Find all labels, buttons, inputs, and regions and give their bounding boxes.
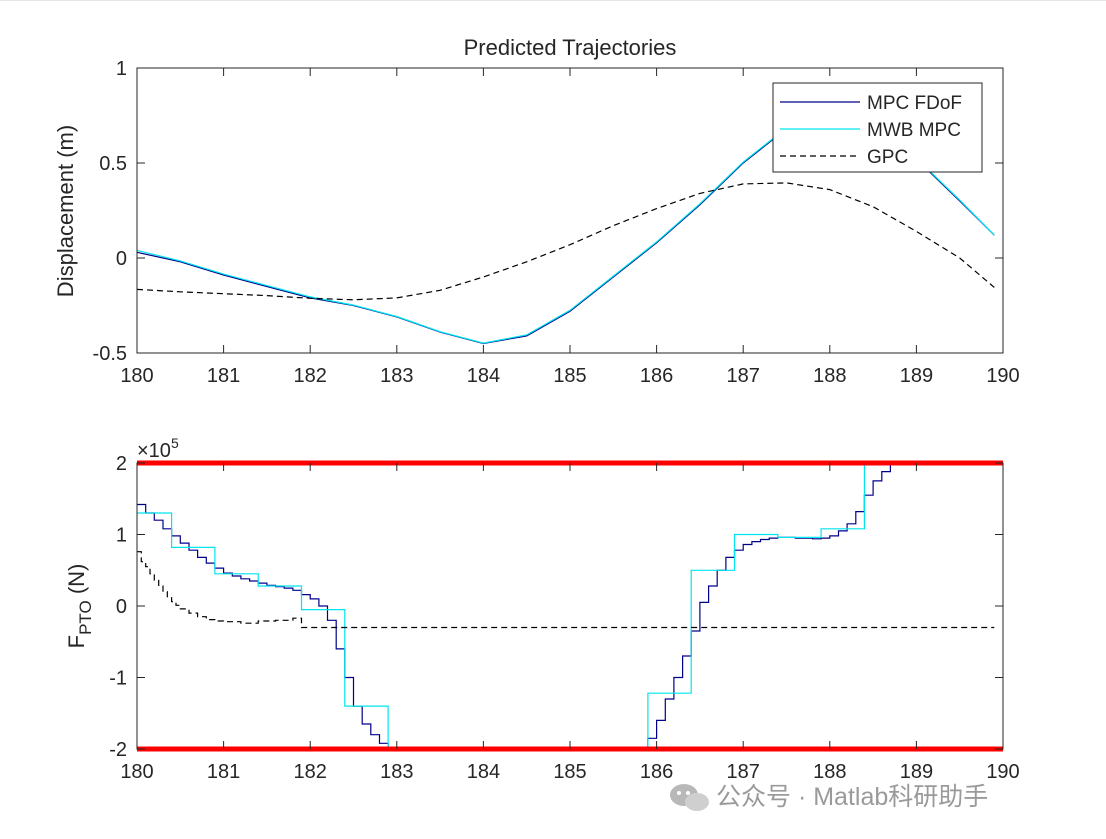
displacement-y-tick-label: 0.5 [99,153,127,175]
force-y-tick-label: 0 [116,596,127,618]
displacement-x-tick-label: 181 [207,365,240,387]
force-x-tick-label: 182 [294,761,327,783]
legend: MPC FDoF MWB MPC GPC [772,82,983,173]
force-x-tick-label: 187 [727,761,760,783]
force-x-tick-label: 186 [640,761,673,783]
force-y-tick-label: 2 [116,453,127,475]
force-y-tick-label: 1 [116,525,127,547]
force-x-tick-label: 181 [207,761,240,783]
displacement-y-tick-label: 0 [116,248,127,270]
displacement-x-tick-label: 180 [120,365,153,387]
force-y-tick-label: -1 [109,668,127,690]
force-x-tick-label: 183 [380,761,413,783]
displacement-x-tick-label: 186 [640,365,673,387]
force-x-tick-label: 185 [553,761,586,783]
plot-title: Predicted Trajectories [464,35,677,60]
force-x-tick-label: 188 [813,761,846,783]
displacement-y-tick-label: -0.5 [93,343,127,365]
displacement-x-tick-label: 187 [727,365,760,387]
displacement-series-gpc [136,182,995,301]
force-x-tick-label: 184 [467,761,500,783]
force-plot: 180 181 182 183 184 185 186 187 188 189 190 -2-101… [64,435,1020,783]
force-x-ticks: 180 181 182 183 184 185 186 187 188 189 190 [120,463,1020,783]
force-series-mwb-mpc [137,462,900,750]
displacement-x-tick-label: 188 [813,365,846,387]
displacement-x-tick-label: 189 [900,365,933,387]
y-axis-exponent: ×105 [137,435,179,462]
force-y-axis-label: FPTO (N) [64,564,95,649]
displacement-y-ticks: -0.5 0 0.5 1 [93,58,1003,365]
displacement-plot: Predicted Trajectories 180 181 182 183 184 18… [53,35,1020,387]
displacement-x-tick-label: 182 [294,365,327,387]
displacement-x-tick-label: 190 [986,365,1019,387]
force-x-tick-label: 180 [120,761,153,783]
wechat-icon [670,784,709,811]
displacement-y-axis-label: Displacement (m) [53,125,78,297]
displacement-x-ticks: 180 181 182 183 184 185 186 187 188 189 190 [120,68,1020,387]
force-limit-lines [137,460,1003,752]
legend-label-mpc-fdof: MPC FDoF [867,93,962,114]
legend-label-gpc: GPC [867,147,908,168]
force-axes-box [136,462,1004,750]
force-x-tick-label: 190 [986,761,1019,783]
force-y-ticks: -2 -1 0 1 2 [109,453,1003,761]
force-series-group [137,462,995,750]
watermark: 公众号 · Matlab科研助手 [668,778,1088,818]
force-y-tick-label: -2 [109,739,127,761]
legend-label-mwb-mpc: MWB MPC [867,120,961,141]
displacement-x-tick-label: 183 [380,365,413,387]
force-series-mpc-fdof [137,463,900,750]
displacement-x-tick-label: 185 [553,365,586,387]
force-x-tick-label: 189 [900,761,933,783]
displacement-x-tick-label: 184 [467,365,500,387]
legend-box [772,82,983,173]
displacement-y-tick-label: 1 [116,58,127,80]
force-series-gpc [137,551,995,629]
watermark-text: 公众号 · Matlab科研助手 [716,783,988,811]
